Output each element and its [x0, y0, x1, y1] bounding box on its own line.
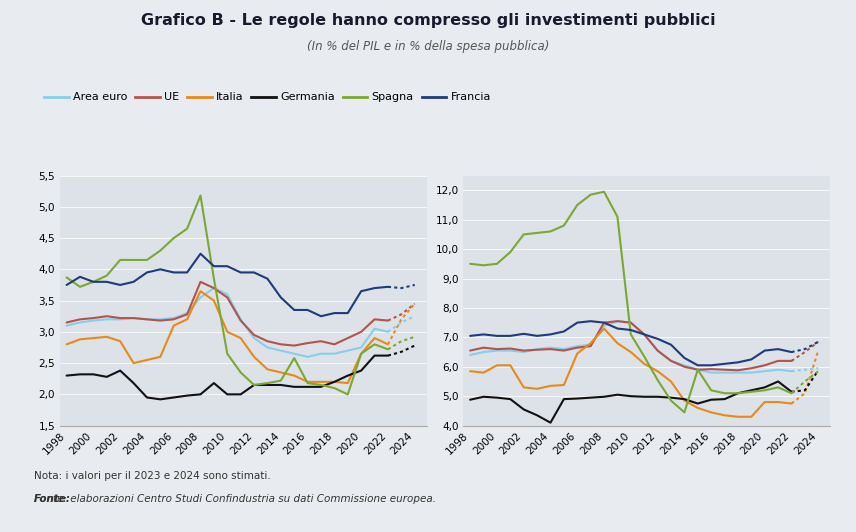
- Legend: Area euro, UE, Italia, Germania, Spagna, Francia: Area euro, UE, Italia, Germania, Spagna,…: [39, 88, 496, 107]
- Text: (In % del PIL e in % della spesa pubblica): (In % del PIL e in % della spesa pubblic…: [306, 40, 550, 53]
- Text: Grafico B - Le regole hanno compresso gli investimenti pubblici: Grafico B - Le regole hanno compresso gl…: [140, 13, 716, 28]
- Text: Fonte: elaborazioni Centro Studi Confindustria su dati Commissione europea.: Fonte: elaborazioni Centro Studi Confind…: [34, 494, 437, 504]
- Text: Nota: i valori per il 2023 e 2024 sono stimati.: Nota: i valori per il 2023 e 2024 sono s…: [34, 471, 271, 481]
- Text: Fonte:: Fonte:: [34, 494, 71, 504]
